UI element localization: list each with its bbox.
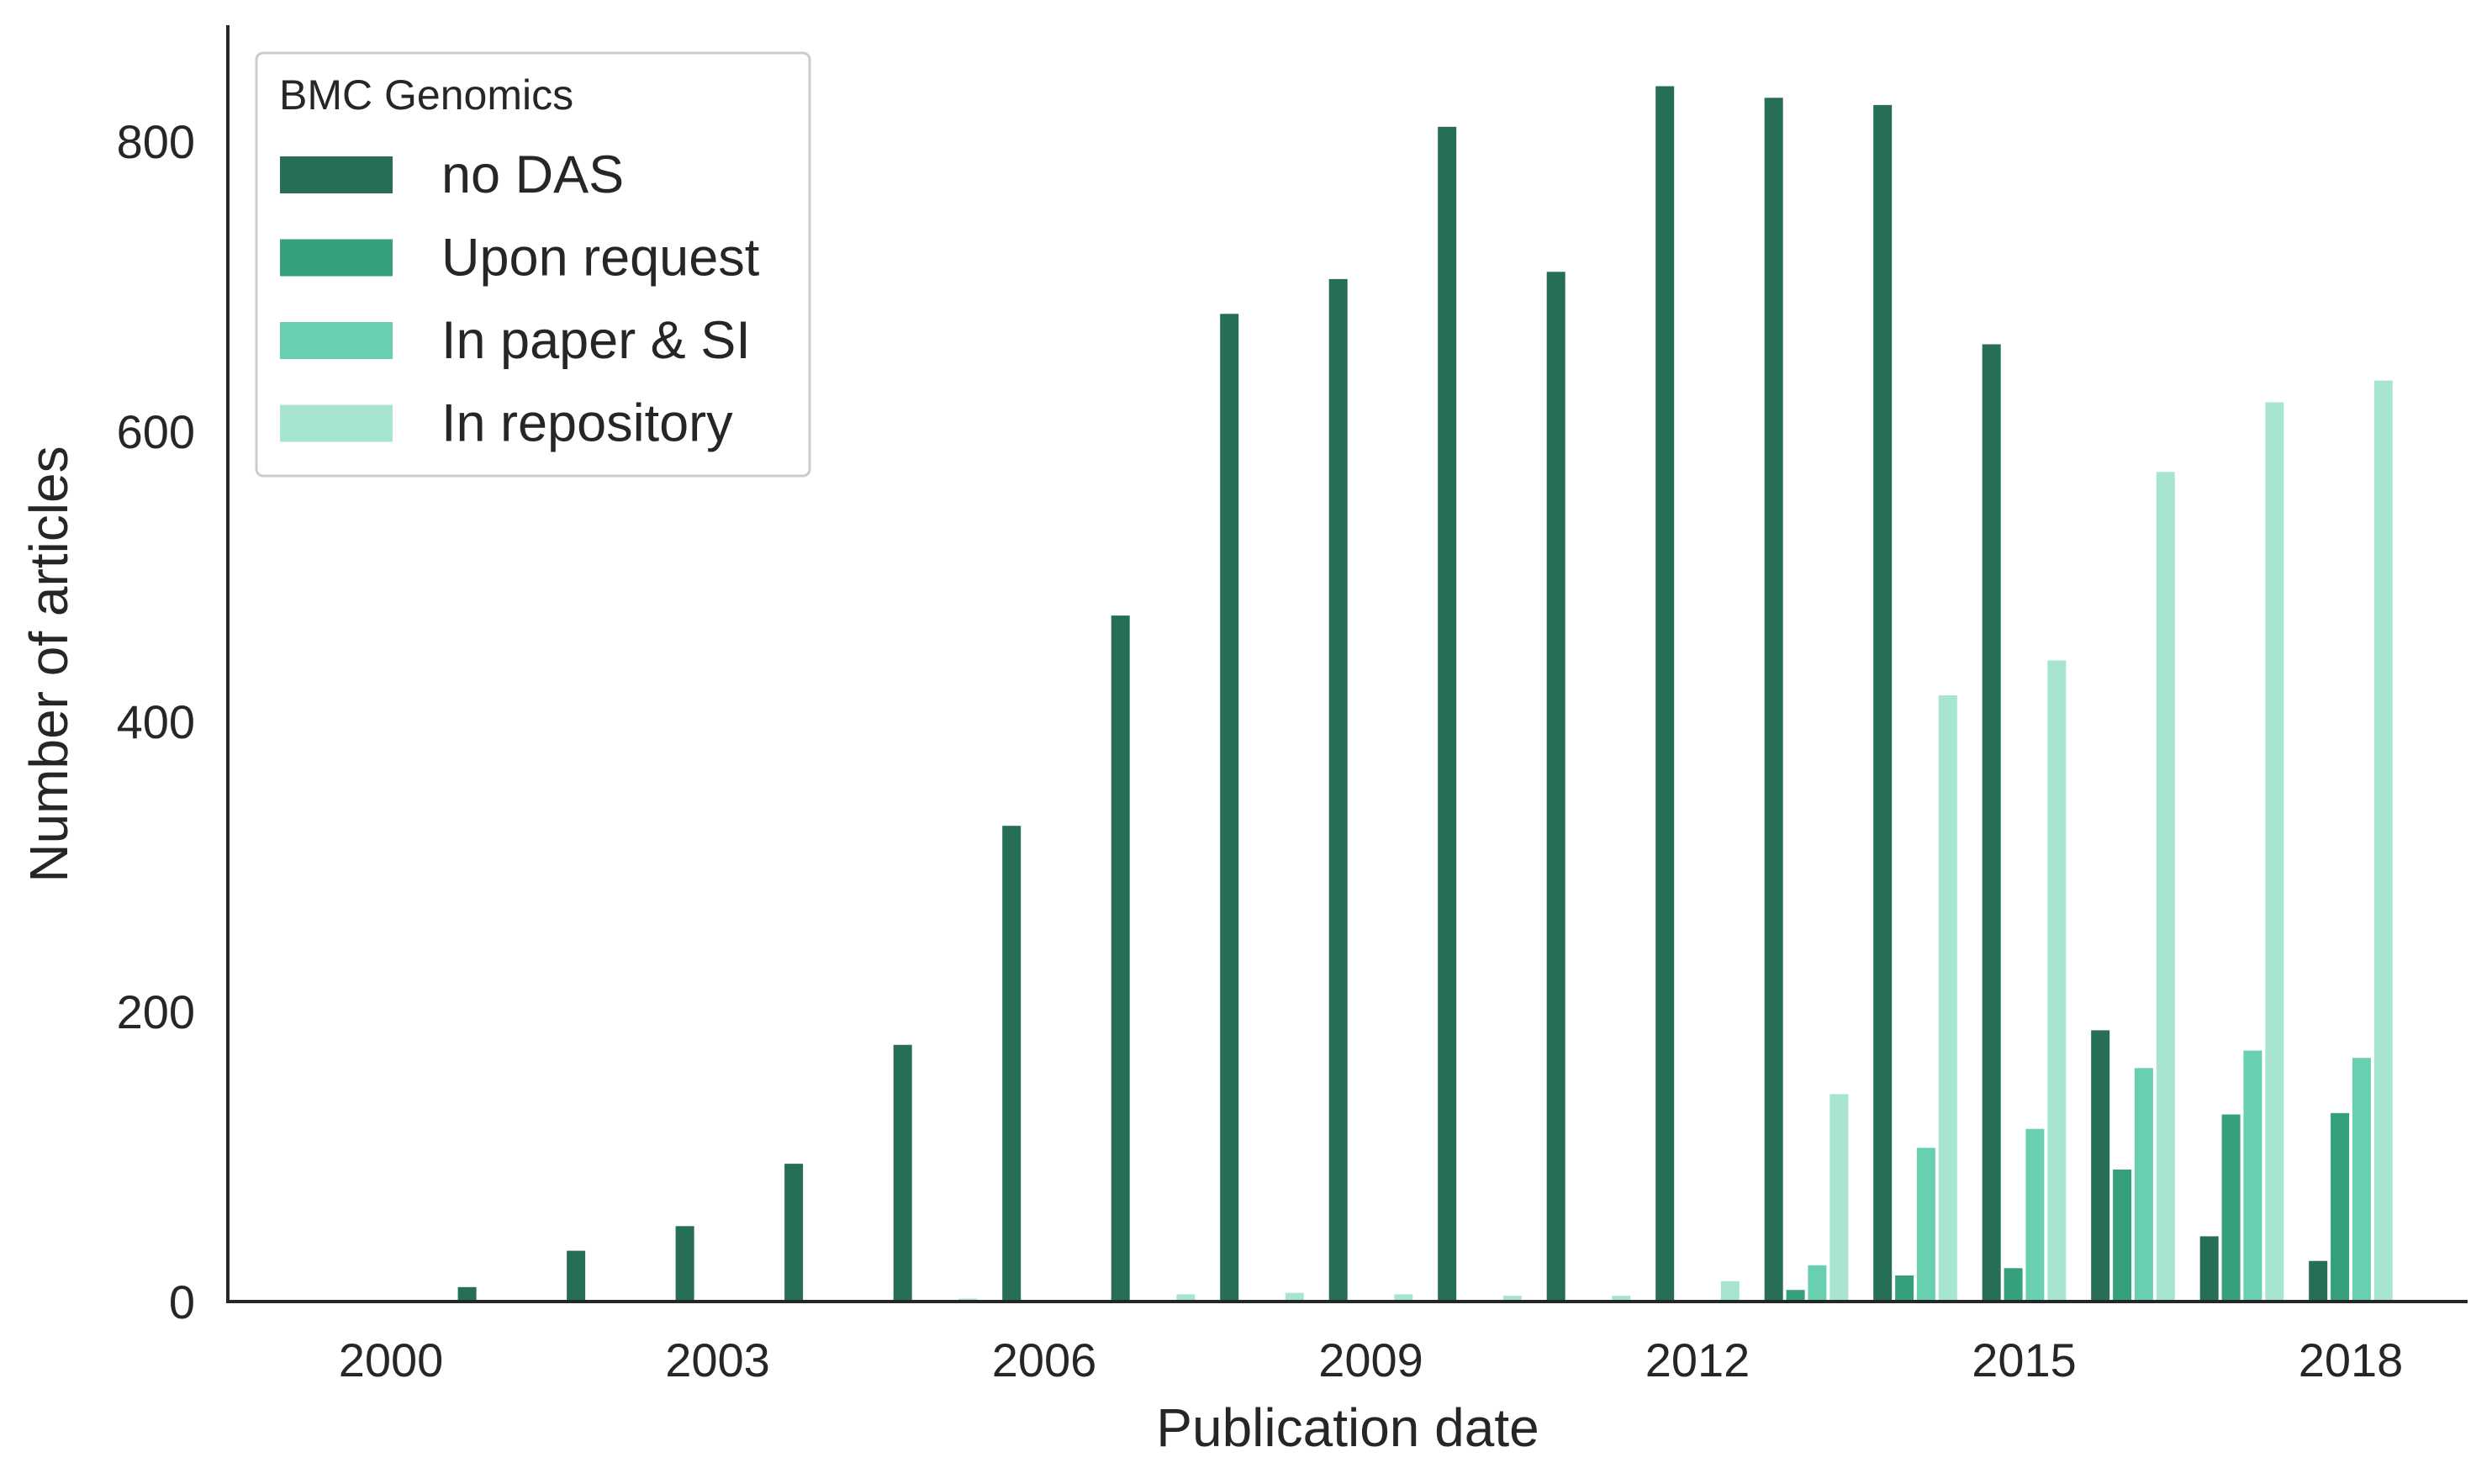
y-tick-label-400: 400 [117, 695, 195, 748]
bar-in-repository-2012 [1720, 1281, 1740, 1302]
bar-no-das-2015 [1982, 344, 2001, 1302]
bar-in-paper-si-2015 [2025, 1128, 2045, 1302]
bar-in-repository-2007 [1176, 1294, 1196, 1302]
bar-no-das-2012 [1655, 86, 1675, 1302]
bar-in-paper-si-2014 [1916, 1148, 1935, 1302]
legend-items: no DAS Upon request In paper & SI In reposi… [280, 145, 760, 453]
bar-no-das-2004 [784, 1164, 804, 1302]
y-tick-label-600: 600 [117, 405, 195, 458]
bar-no-das-2014 [1873, 104, 1893, 1302]
legend-swatch-in-paper-si [280, 322, 393, 359]
bar-in-paper-si-2016 [2134, 1068, 2153, 1302]
y-tick-label-200: 200 [117, 985, 195, 1038]
bar-no-das-2013 [1764, 98, 1783, 1302]
legend: BMC Genomics no DAS Upon request In paper … [255, 51, 811, 478]
legend-swatch-no-das [280, 156, 393, 193]
y-tick-label-0: 0 [169, 1275, 195, 1328]
axes-layer [226, 25, 2468, 1303]
legend-label-no-das: no DAS [441, 145, 624, 204]
bar-upon-request-2013 [1786, 1290, 1805, 1302]
bar-no-das-2010 [1438, 126, 1457, 1302]
bar-upon-request-2016 [2113, 1170, 2132, 1302]
bar-no-das-2009 [1328, 278, 1348, 1302]
bar-in-repository-2017 [2265, 402, 2284, 1302]
bar-upon-request-2017 [2221, 1114, 2241, 1302]
x-axis-label: Publication date [1156, 1397, 1539, 1458]
x-tick-label-2009: 2009 [1318, 1333, 1423, 1386]
x-tick-label-2012: 2012 [1645, 1333, 1750, 1386]
legend-swatch-upon-request [280, 239, 393, 277]
x-tick-label-2018: 2018 [2299, 1333, 2404, 1386]
bar-in-paper-si-2017 [2243, 1050, 2262, 1302]
bar-in-repository-2009 [1394, 1294, 1413, 1302]
bar-no-das-2011 [1546, 272, 1565, 1302]
legend-label-in-paper-si: In paper & SI [441, 311, 751, 370]
bar-in-repository-2013 [1829, 1094, 1849, 1302]
legend-swatch-in-repository [280, 404, 393, 442]
bar-no-das-2002 [567, 1250, 586, 1302]
y-tick-label-800: 800 [117, 115, 195, 168]
bar-no-das-2016 [2091, 1030, 2110, 1302]
legend-frame [255, 51, 811, 478]
bars-layer [457, 86, 2393, 1302]
bar-no-das-2018 [2309, 1260, 2328, 1302]
bar-in-paper-si-2018 [2352, 1058, 2371, 1302]
y-axis-label: Number of articles [18, 446, 79, 882]
legend-title: BMC Genomics [279, 71, 573, 119]
bar-no-das-2006 [1002, 826, 1022, 1302]
bar-in-repository-2015 [2047, 660, 2067, 1302]
x-tick-label-2000: 2000 [339, 1333, 444, 1386]
x-tick-labels: 2000 2003 2006 2009 2012 2015 2018 [339, 1333, 2404, 1386]
x-tick-label-2003: 2003 [665, 1333, 770, 1386]
bar-no-das-2003 [675, 1226, 694, 1302]
bar-upon-request-2014 [1895, 1275, 1914, 1302]
x-tick-label-2006: 2006 [992, 1333, 1097, 1386]
legend-label-upon-request: Upon request [441, 229, 760, 288]
bar-in-repository-2010 [1502, 1296, 1522, 1302]
bar-upon-request-2015 [2004, 1268, 2023, 1302]
bar-no-das-2001 [457, 1286, 477, 1302]
y-tick-labels: 0 200 400 600 800 [117, 115, 195, 1328]
bar-no-das-2005 [893, 1044, 912, 1302]
bar-no-das-2017 [2199, 1236, 2219, 1302]
bar-in-repository-2014 [1938, 695, 1957, 1302]
bar-no-das-2008 [1220, 314, 1239, 1302]
bar-upon-request-2018 [2331, 1112, 2350, 1302]
bar-no-das-2007 [1111, 615, 1130, 1302]
bar-in-repository-2016 [2156, 472, 2175, 1302]
bar-in-repository-2018 [2373, 380, 2393, 1302]
bar-in-repository-2011 [1612, 1296, 1631, 1302]
bar-in-paper-si-2013 [1808, 1265, 1827, 1302]
bar-in-repository-2008 [1285, 1292, 1304, 1302]
legend-label-in-repository: In repository [441, 394, 733, 453]
x-tick-label-2015: 2015 [1972, 1333, 2077, 1386]
